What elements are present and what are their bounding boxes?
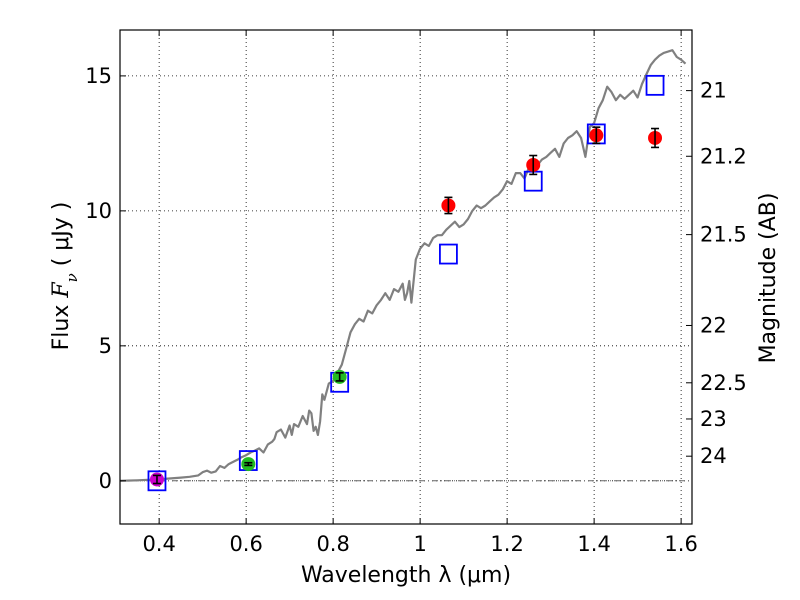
x-axis-ticks: 0.4 0.6 0.8 1 1.2 1.4 1.6 bbox=[142, 30, 698, 556]
magnitude-tick-label: 24 bbox=[700, 444, 727, 468]
plot-frame bbox=[119, 29, 693, 525]
magnitude-tick-label: 21.5 bbox=[700, 223, 747, 247]
model-band-square bbox=[439, 243, 458, 265]
y-tick-label: 15 bbox=[85, 64, 112, 88]
grid bbox=[120, 30, 692, 524]
observed-photometry bbox=[149, 126, 663, 487]
model-band-square bbox=[645, 74, 665, 96]
magnitude-tick-label: 22.5 bbox=[700, 371, 747, 395]
x-axis-label: Wavelength λ (μm) bbox=[301, 563, 511, 588]
y-tick-label: 0 bbox=[99, 469, 112, 493]
y-axis-label: Flux Fν ( μJy ) bbox=[49, 202, 81, 351]
magnitude-tick-label: 21.2 bbox=[700, 144, 747, 168]
y-tick-label: 10 bbox=[85, 199, 112, 223]
y-tick-label: 5 bbox=[99, 334, 112, 358]
model-band-square bbox=[147, 470, 167, 492]
y-axis-ticks: 0 5 10 15 bbox=[85, 64, 126, 493]
magnitude-axis-ticks: 21 21.2 21.5 22 22.5 23 24 bbox=[686, 79, 747, 468]
x-tick-label: 1 bbox=[413, 532, 426, 556]
magnitude-tick-label: 22 bbox=[700, 313, 727, 337]
x-tick-label: 0.6 bbox=[229, 532, 262, 556]
magnitude-tick-label: 21 bbox=[700, 79, 727, 103]
x-tick-label: 0.8 bbox=[316, 532, 349, 556]
magnitude-axis-label: Magnitude (AB) bbox=[756, 193, 781, 364]
x-tick-label: 1.4 bbox=[577, 532, 610, 556]
x-tick-label: 1.6 bbox=[664, 532, 697, 556]
magnitude-tick-label: 23 bbox=[700, 407, 727, 431]
x-tick-label: 1.2 bbox=[490, 532, 523, 556]
x-tick-label: 0.4 bbox=[142, 532, 175, 556]
